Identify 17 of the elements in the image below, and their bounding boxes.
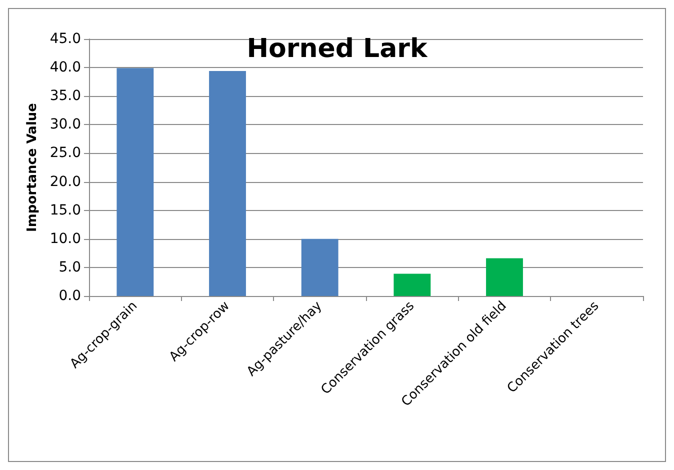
bar [116, 68, 154, 296]
y-tick-label: 35.0 [50, 88, 81, 104]
bar [486, 258, 523, 296]
y-tick-label: 0.0 [58, 288, 81, 304]
bar [394, 274, 431, 296]
y-tick-label: 45.0 [50, 31, 81, 47]
y-tick-label: 15.0 [50, 202, 81, 218]
y-tick-label: 25.0 [50, 145, 81, 162]
y-tick-label: 5.0 [58, 259, 81, 276]
y-tick-label: 20.0 [50, 174, 81, 190]
y-tick-label: 40.0 [50, 60, 81, 76]
bar [301, 238, 338, 296]
bar [209, 70, 246, 296]
chart-title: Horned Lark [246, 34, 428, 64]
y-tick-label: 30.0 [50, 116, 81, 133]
y-axis-title: Importance Value [24, 102, 40, 232]
y-tick-label: 10.0 [50, 230, 81, 247]
